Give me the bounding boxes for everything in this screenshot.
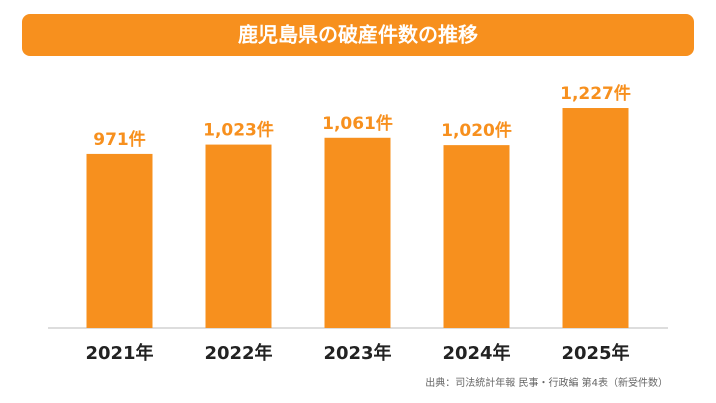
x-tick-label: 2022年 [204,342,272,364]
x-tick-label: 2021年 [85,342,153,364]
bar [562,108,629,329]
source-note: 出典：司法統計年報 民事・行政編 第4表（新受件数） [425,376,668,389]
value-label: 971件 [93,129,146,150]
title-banner [22,14,694,56]
value-label: 1,227件 [560,83,631,104]
bar [86,153,153,328]
x-tick-label: 2023年 [323,342,391,364]
chart-title: 鹿児島県の破産件数の推移 [238,23,478,47]
value-label: 1,020件 [441,120,512,141]
value-label: 1,023件 [203,120,274,141]
value-label: 1,061件 [322,113,393,134]
bar [324,137,391,328]
x-tick-label: 2025年 [561,342,629,364]
x-tick-label: 2024年 [442,342,510,364]
bar [443,145,510,328]
bar [205,144,272,328]
